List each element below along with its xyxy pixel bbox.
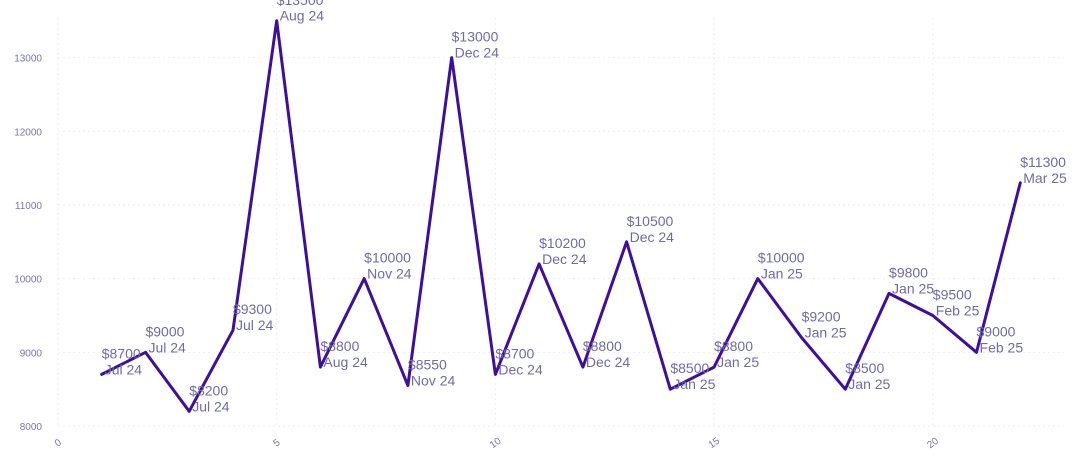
data-label-period: Jul 24 [105, 361, 143, 377]
data-label-price: $8800 [714, 338, 753, 354]
data-label-price: $9200 [802, 309, 841, 325]
data-label-price: $9800 [889, 264, 928, 280]
data-label-period: Aug 24 [280, 8, 325, 24]
data-label-period: Jan 25 [892, 280, 934, 296]
data-label-price: $8500 [670, 360, 709, 376]
series-group [100, 19, 1022, 413]
data-label-period: Jan 25 [673, 376, 715, 392]
data-label-price: $10500 [627, 213, 674, 229]
data-label-period: Mar 25 [1023, 170, 1067, 186]
y-tick-label: 9000 [20, 348, 43, 359]
x-axis-ticks: 0 5 10 15 20 [53, 435, 941, 451]
y-tick-label: 12000 [14, 127, 42, 138]
y-tick-label: 8000 [20, 422, 43, 433]
data-label-period: Jan 25 [761, 266, 803, 282]
data-label-price: $13500 [277, 0, 324, 8]
data-label-period: Jan 25 [805, 325, 847, 341]
data-label-period: Dec 24 [455, 45, 500, 61]
y-tick-label: 11000 [15, 201, 43, 212]
data-label-price: $8500 [845, 360, 884, 376]
data-label-price: $9000 [145, 323, 184, 339]
y-tick-label: 13000 [14, 54, 42, 65]
data-label-price: $9500 [933, 286, 972, 302]
data-label-price: $8200 [189, 382, 228, 398]
y-tick-label: 10000 [14, 275, 42, 286]
data-label-period: Jul 24 [148, 339, 186, 355]
series-line [100, 19, 1022, 413]
data-label-period: Jan 25 [717, 354, 759, 370]
data-label-period: Dec 24 [586, 354, 631, 370]
data-label-price: $10000 [758, 250, 805, 266]
x-tick-label: 0 [53, 437, 64, 449]
data-label-period: Dec 24 [630, 229, 675, 245]
data-label-price: $8700 [495, 345, 534, 361]
data-label-price: $8800 [583, 338, 622, 354]
x-tick-label: 15 [707, 435, 723, 451]
data-label-period: Nov 24 [411, 372, 456, 388]
data-label-price: $10000 [364, 250, 411, 266]
data-label-period: Feb 25 [980, 339, 1024, 355]
data-label-period: Aug 24 [323, 354, 368, 370]
data-label-period: Jan 25 [848, 376, 890, 392]
data-label-period: Jul 24 [236, 317, 274, 333]
data-label-price: $8800 [320, 338, 359, 354]
data-label-price: $9300 [233, 301, 272, 317]
data-label-price: $10200 [539, 235, 586, 251]
data-label-period: Dec 24 [498, 361, 543, 377]
data-label-price: $13000 [452, 29, 499, 45]
grid [57, 18, 1064, 427]
data-label-price: $8550 [408, 356, 447, 372]
data-label-period: Dec 24 [542, 251, 587, 267]
data-label-period: Jul 24 [192, 398, 230, 414]
x-tick-label: 20 [925, 435, 941, 451]
data-label-period: Nov 24 [367, 266, 412, 282]
data-point: $13500Aug 24 [277, 0, 325, 24]
x-tick-label: 5 [272, 437, 283, 449]
data-label-period: Feb 25 [936, 302, 980, 318]
data-label-price: $9000 [977, 323, 1016, 339]
x-tick-label: 10 [488, 435, 504, 451]
data-label-price: $8700 [102, 345, 141, 361]
y-axis-ticks: 8000 9000 10000 11000 12000 13000 [14, 54, 42, 433]
data-label-price: $11300 [1020, 154, 1066, 170]
